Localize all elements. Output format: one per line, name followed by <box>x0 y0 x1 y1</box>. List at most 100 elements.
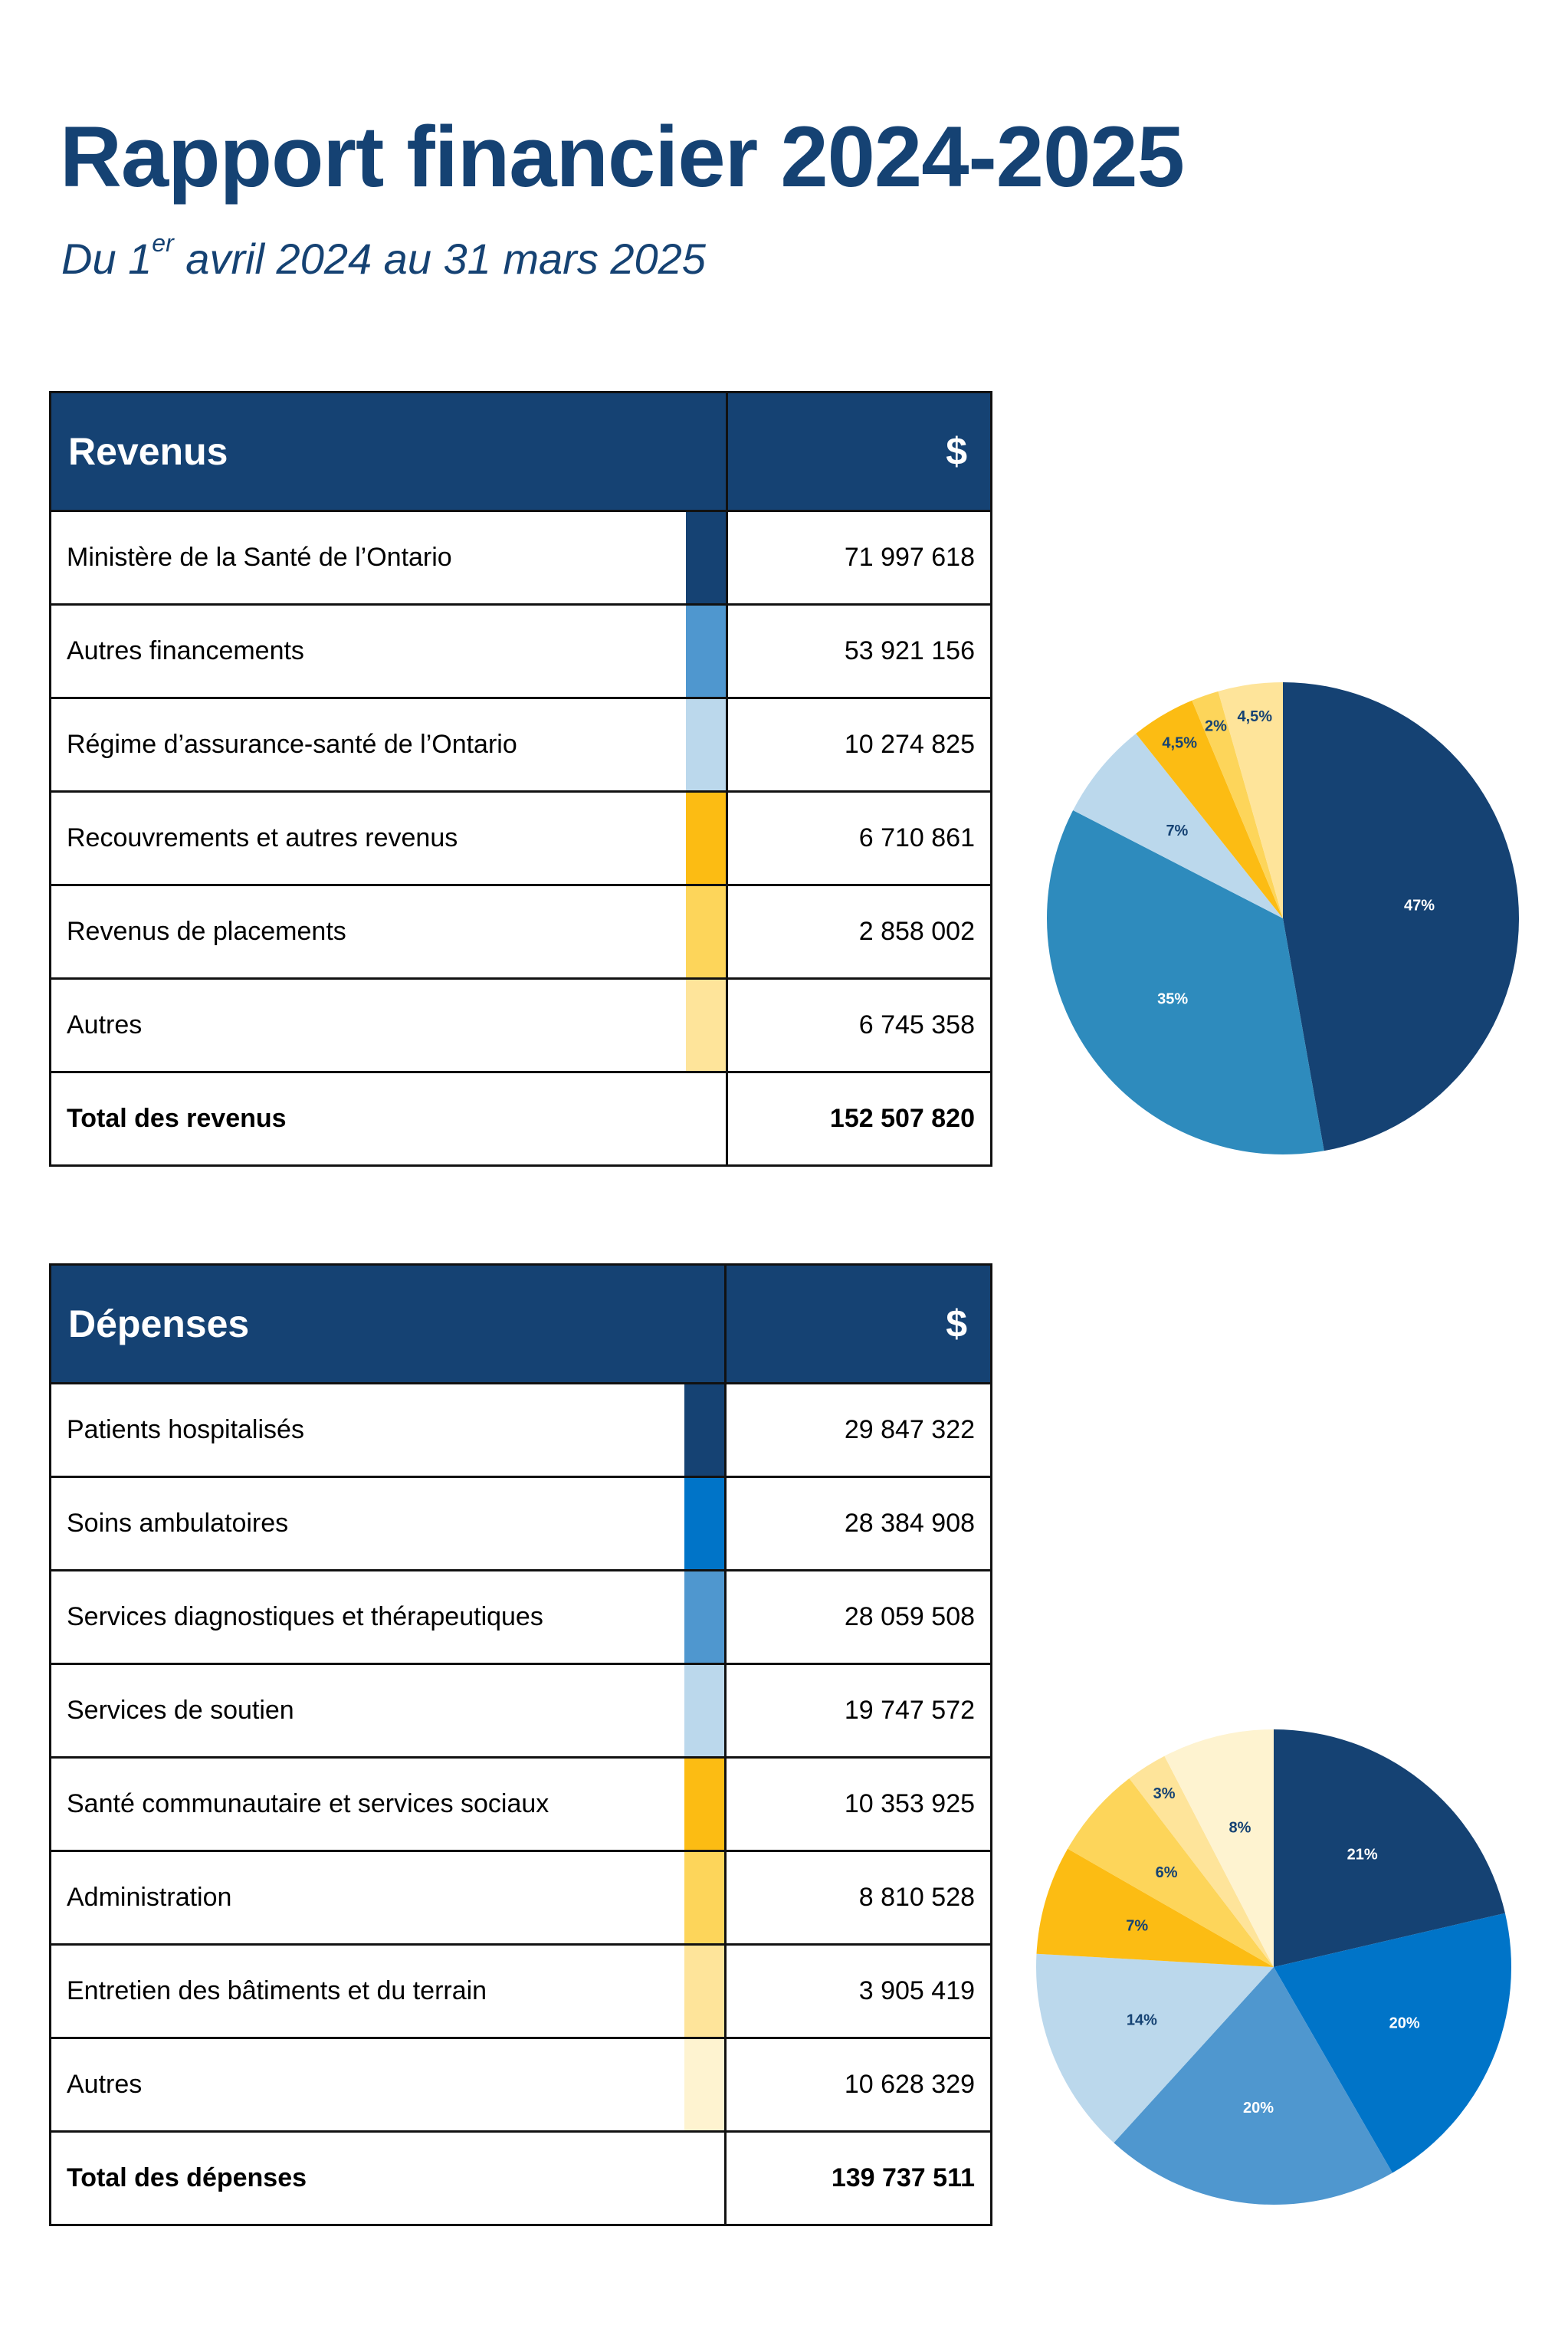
color-swatch <box>684 1384 725 1476</box>
expense-heading: Dépenses <box>48 1263 727 1384</box>
total-label: Total des revenus <box>49 1071 727 1167</box>
row-amount: 28 384 908 <box>724 1476 993 1571</box>
pie-slice <box>1129 1755 1274 1967</box>
pie-slice <box>1283 682 1520 1151</box>
color-swatch <box>684 1571 725 1663</box>
table-row: Régime d’assurance-santé de l’Ontario 10… <box>49 697 992 793</box>
row-swatch <box>684 1663 727 1759</box>
pie-slice <box>1274 1729 1505 1967</box>
row-label: Administration <box>49 1850 684 1946</box>
table-row: Autres 10 628 329 <box>49 2037 993 2133</box>
table-row: Autres financements 53 921 156 <box>49 603 992 699</box>
row-swatch <box>684 2037 727 2133</box>
pie-slice-label: 20% <box>1389 2015 1420 2031</box>
row-amount: 10 353 925 <box>724 1756 993 1852</box>
row-amount: 71 997 618 <box>726 510 992 606</box>
page-subtitle: Du 1er avril 2024 au 31 mars 2025 <box>61 229 706 284</box>
table-row: Soins ambulatoires 28 384 908 <box>49 1476 993 1571</box>
row-amount: 29 847 322 <box>724 1382 993 1478</box>
row-label: Services diagnostiques et thérapeutiques <box>49 1569 684 1665</box>
row-label: Patients hospitalisés <box>49 1382 684 1478</box>
color-swatch <box>684 1759 725 1850</box>
row-label: Autres <box>49 2037 684 2133</box>
color-swatch <box>684 1665 725 1756</box>
table-row: Recouvrements et autres revenus 6 710 86… <box>49 790 992 886</box>
table-row: Services de soutien 19 747 572 <box>49 1663 993 1759</box>
pie-slice <box>1164 1729 1274 1967</box>
row-swatch <box>685 697 728 793</box>
color-swatch <box>684 1852 725 1943</box>
pie-slice-label: 35% <box>1157 990 1188 1007</box>
pie-slice <box>1073 733 1283 918</box>
row-swatch <box>685 510 728 606</box>
pie-slice-label: 20% <box>1243 2100 1274 2117</box>
row-label: Autres <box>49 977 686 1073</box>
total-label: Total des dépenses <box>48 2130 726 2226</box>
pie-slice <box>1036 1953 1274 2143</box>
pie-slice-label: 7% <box>1126 1917 1148 1934</box>
table-row: Santé communautaire et services sociaux … <box>49 1756 993 1852</box>
color-swatch <box>685 793 726 884</box>
pie-slice-label: 8% <box>1229 1820 1251 1837</box>
pie-slice <box>1068 1778 1274 1967</box>
page-title: Rapport financier 2024-2025 <box>60 109 1185 205</box>
row-swatch <box>685 977 728 1073</box>
row-swatch <box>684 1756 727 1852</box>
pie-slice-label: 21% <box>1347 1847 1378 1864</box>
table-row: Revenus de placements 2 858 002 <box>49 884 992 980</box>
row-swatch <box>684 1476 727 1571</box>
row-amount: 6 745 358 <box>726 977 992 1073</box>
color-swatch <box>685 699 726 790</box>
row-amount: 19 747 572 <box>724 1663 993 1759</box>
row-swatch <box>684 1850 727 1946</box>
pie-slice-label: 3% <box>1153 1785 1176 1802</box>
pie-slice <box>1274 1913 1512 2173</box>
pie-slice-label: 14% <box>1127 2012 1157 2029</box>
revenue-table: Revenus $ Ministère de la Santé de l’Ont… <box>49 391 992 1167</box>
row-swatch <box>685 790 728 886</box>
row-swatch <box>684 1943 727 2039</box>
revenue-heading: Revenus <box>49 391 728 512</box>
row-label: Santé communautaire et services sociaux <box>49 1756 684 1852</box>
row-label: Soins ambulatoires <box>49 1476 684 1571</box>
table-row: Ministère de la Santé de l’Ontario 71 99… <box>49 510 992 606</box>
pie-slice-label: 2% <box>1205 718 1227 734</box>
total-amount: 152 507 820 <box>726 1071 992 1167</box>
revenue-currency: $ <box>726 391 992 512</box>
revenue-header-row: Revenus $ <box>49 391 992 512</box>
row-swatch <box>685 884 728 980</box>
expense-total-row: Total des dépenses 139 737 511 <box>48 2130 993 2226</box>
pie-slice-label: 47% <box>1404 898 1435 915</box>
table-row: Entretien des bâtiments et du terrain 3 … <box>49 1943 993 2039</box>
row-amount: 10 274 825 <box>726 697 992 793</box>
pie-slice <box>1046 810 1324 1155</box>
pie-slice <box>1136 700 1283 918</box>
color-swatch <box>684 1478 725 1569</box>
row-amount: 53 921 156 <box>726 603 992 699</box>
color-swatch <box>684 1946 725 2037</box>
pie-slice-label: 7% <box>1166 823 1188 839</box>
total-amount: 139 737 511 <box>724 2130 993 2226</box>
row-amount: 3 905 419 <box>724 1943 993 2039</box>
color-swatch <box>684 2039 725 2130</box>
row-swatch <box>684 1569 727 1665</box>
pie-slice <box>1192 691 1283 918</box>
revenue-pie-chart: 47% 35% 7% 4,5% 2% 4,5% <box>1046 682 1520 1155</box>
table-row: Patients hospitalisés 29 847 322 <box>49 1382 993 1478</box>
expense-currency: $ <box>724 1263 993 1384</box>
row-label: Autres financements <box>49 603 686 699</box>
row-label: Services de soutien <box>49 1663 684 1759</box>
expense-pie-chart: 21% 20% 20% 14% 7% 6% 3% 8% <box>1036 1729 1512 2205</box>
row-amount: 6 710 861 <box>726 790 992 886</box>
color-swatch <box>685 512 726 603</box>
row-swatch <box>685 603 728 699</box>
row-amount: 10 628 329 <box>724 2037 993 2133</box>
table-row: Administration 8 810 528 <box>49 1850 993 1946</box>
row-label: Recouvrements et autres revenus <box>49 790 686 886</box>
color-swatch <box>685 886 726 977</box>
pie-slice-label: 6% <box>1156 1864 1178 1881</box>
row-amount: 28 059 508 <box>724 1569 993 1665</box>
row-amount: 8 810 528 <box>724 1850 993 1946</box>
row-label: Revenus de placements <box>49 884 686 980</box>
revenue-total-row: Total des revenus 152 507 820 <box>49 1071 992 1167</box>
